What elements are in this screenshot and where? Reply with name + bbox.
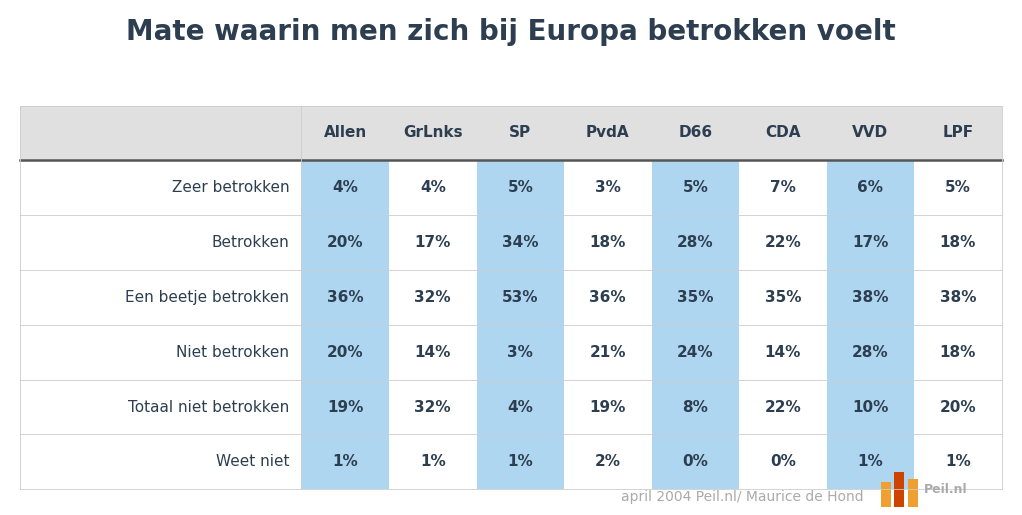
Bar	[652, 270, 739, 325]
Bar	[652, 160, 739, 215]
Text: 32%: 32%	[415, 400, 451, 415]
Text: 35%: 35%	[764, 290, 801, 305]
Text: 14%: 14%	[764, 345, 801, 359]
Text: 17%: 17%	[415, 235, 451, 250]
Text: 35%: 35%	[677, 290, 713, 305]
Text: 0%: 0%	[770, 454, 796, 469]
Bar	[827, 435, 914, 489]
Text: 0%: 0%	[683, 454, 708, 469]
Text: SP: SP	[509, 126, 531, 141]
Bar	[652, 325, 739, 380]
Text: 5%: 5%	[945, 180, 971, 195]
Bar	[20, 160, 1002, 215]
Text: 6%: 6%	[857, 180, 883, 195]
Text: LPF: LPF	[942, 126, 973, 141]
Bar	[827, 380, 914, 435]
Bar	[20, 215, 1002, 270]
Bar	[301, 160, 389, 215]
Bar	[20, 380, 1002, 435]
Text: 7%: 7%	[770, 180, 796, 195]
Text: 32%: 32%	[415, 290, 451, 305]
Text: 18%: 18%	[939, 345, 976, 359]
Text: Betrokken: Betrokken	[212, 235, 289, 250]
Text: Totaal niet betrokken: Totaal niet betrokken	[128, 400, 289, 415]
Text: 19%: 19%	[590, 400, 625, 415]
Bar	[476, 215, 564, 270]
Bar	[476, 325, 564, 380]
Text: 36%: 36%	[327, 290, 364, 305]
Bar	[476, 380, 564, 435]
Text: 3%: 3%	[595, 180, 620, 195]
Text: 20%: 20%	[939, 400, 976, 415]
Text: 8%: 8%	[683, 400, 708, 415]
Text: Niet betrokken: Niet betrokken	[176, 345, 289, 359]
Bar	[894, 472, 904, 507]
Bar	[881, 482, 891, 507]
Bar	[20, 270, 1002, 325]
Bar	[827, 325, 914, 380]
Text: april 2004 Peil.nl/ Maurice de Hond: april 2004 Peil.nl/ Maurice de Hond	[621, 490, 864, 504]
Bar	[301, 215, 389, 270]
Text: 28%: 28%	[677, 235, 713, 250]
Text: 19%: 19%	[327, 400, 364, 415]
Text: D66: D66	[679, 126, 712, 141]
Bar	[652, 435, 739, 489]
Text: Allen: Allen	[324, 126, 367, 141]
Text: 34%: 34%	[502, 235, 539, 250]
Text: 24%: 24%	[677, 345, 713, 359]
Bar	[20, 435, 1002, 489]
Text: 2%: 2%	[595, 454, 620, 469]
Text: CDA: CDA	[765, 126, 800, 141]
Bar	[652, 215, 739, 270]
Bar	[827, 160, 914, 215]
Bar	[908, 479, 918, 507]
Text: 1%: 1%	[332, 454, 358, 469]
Bar	[476, 270, 564, 325]
Text: 3%: 3%	[507, 345, 533, 359]
Text: 10%: 10%	[852, 400, 888, 415]
Bar	[20, 106, 1002, 160]
Text: 22%: 22%	[764, 400, 801, 415]
Text: 53%: 53%	[502, 290, 539, 305]
Text: 1%: 1%	[420, 454, 446, 469]
Text: PvdA: PvdA	[586, 126, 630, 141]
Bar	[652, 380, 739, 435]
Bar	[301, 270, 389, 325]
Text: 36%: 36%	[590, 290, 626, 305]
Text: 20%: 20%	[327, 345, 364, 359]
Bar	[301, 380, 389, 435]
Text: 14%: 14%	[415, 345, 451, 359]
Text: 4%: 4%	[507, 400, 533, 415]
Bar	[20, 325, 1002, 380]
Text: 28%: 28%	[852, 345, 888, 359]
Bar	[301, 325, 389, 380]
Bar	[827, 215, 914, 270]
Text: 5%: 5%	[683, 180, 708, 195]
Bar	[301, 435, 389, 489]
Text: Weet niet: Weet niet	[216, 454, 289, 469]
Text: Een beetje betrokken: Een beetje betrokken	[126, 290, 289, 305]
Text: 17%: 17%	[852, 235, 888, 250]
Text: Mate waarin men zich bij Europa betrokken voelt: Mate waarin men zich bij Europa betrokke…	[126, 18, 896, 46]
Bar	[476, 160, 564, 215]
Bar	[827, 270, 914, 325]
Text: 21%: 21%	[590, 345, 626, 359]
Text: 1%: 1%	[507, 454, 533, 469]
Text: 1%: 1%	[857, 454, 883, 469]
Text: 1%: 1%	[945, 454, 971, 469]
Text: 20%: 20%	[327, 235, 364, 250]
Text: VVD: VVD	[852, 126, 888, 141]
Bar	[476, 435, 564, 489]
Text: 4%: 4%	[420, 180, 446, 195]
Text: 22%: 22%	[764, 235, 801, 250]
Text: Peil.nl: Peil.nl	[924, 483, 968, 496]
Text: GrLnks: GrLnks	[403, 126, 463, 141]
Text: 4%: 4%	[332, 180, 358, 195]
Text: 18%: 18%	[939, 235, 976, 250]
Text: 38%: 38%	[852, 290, 888, 305]
Text: Zeer betrokken: Zeer betrokken	[172, 180, 289, 195]
Text: 18%: 18%	[590, 235, 625, 250]
Text: 5%: 5%	[507, 180, 533, 195]
Text: 38%: 38%	[939, 290, 976, 305]
